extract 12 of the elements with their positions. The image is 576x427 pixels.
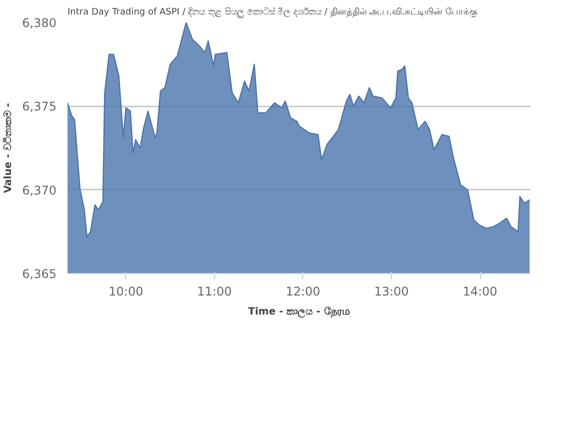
y-tick-label: 6,370 — [22, 183, 57, 198]
y-tick-label: 6,365 — [22, 267, 57, 281]
y-tick-label: 6,380 — [22, 16, 57, 30]
x-tick-label: 11:00 — [197, 284, 232, 298]
chart-title: Intra Day Trading of ASPI / දිනය තුළ සියලු කොටස් මිල දර්ශකය / தினத்தில் அ.ப.வி.சுட்டியின் போக்கு — [68, 6, 478, 18]
x-tick-label: 14:00 — [462, 284, 498, 298]
y-axis-title: Value - වටිනාකම - — [2, 102, 14, 194]
x-tick-label: 10:00 — [108, 284, 144, 298]
x-tick-label: 13:00 — [374, 284, 409, 298]
x-tick-label: 12:00 — [286, 284, 320, 298]
x-axis-title: Time - කාලය - நேரம — [248, 306, 350, 318]
y-tick-label: 6,375 — [22, 100, 57, 114]
